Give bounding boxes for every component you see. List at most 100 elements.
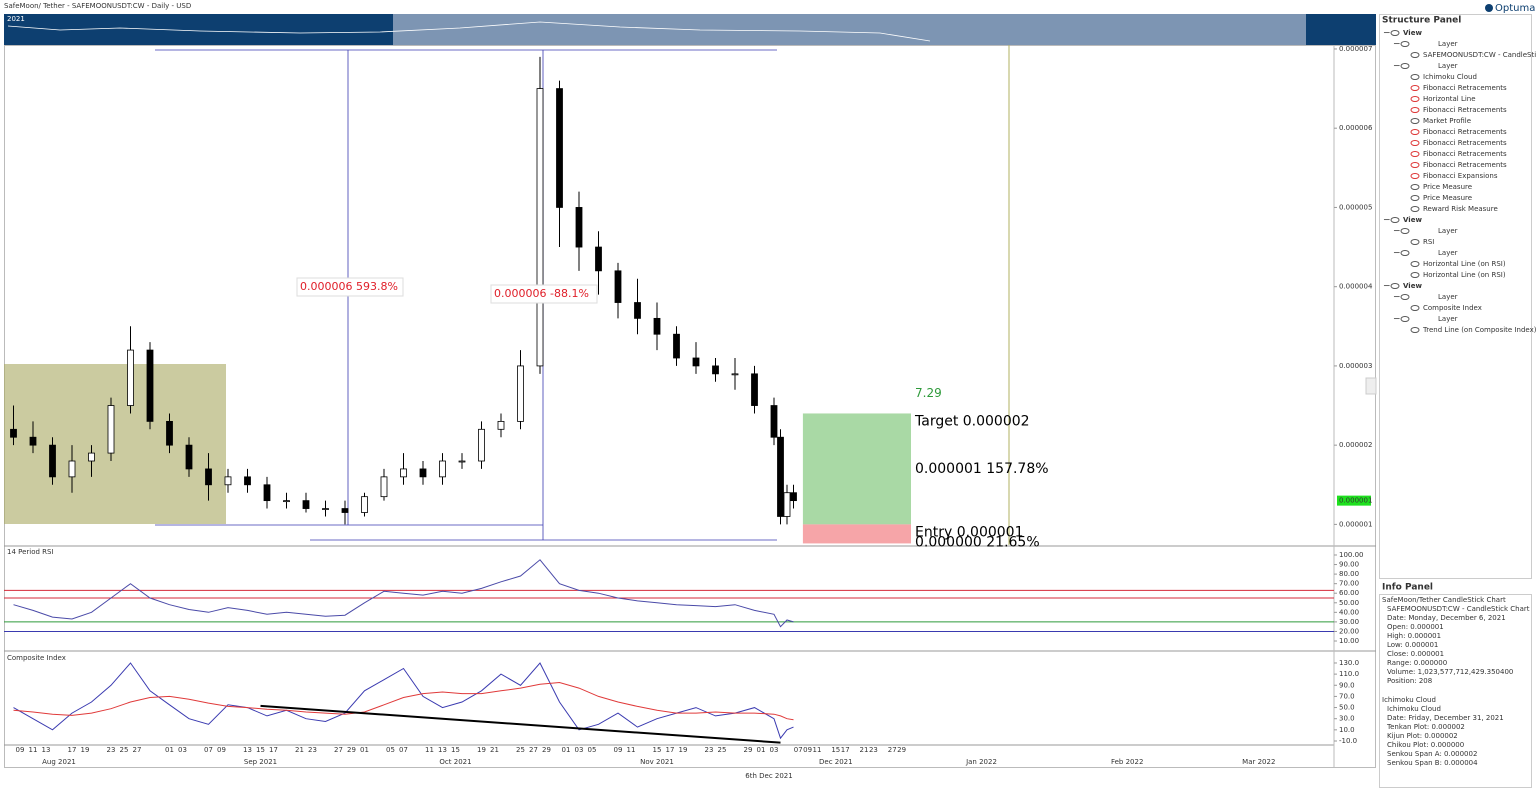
tree-toggle: −: [1393, 315, 1401, 325]
navigator-line: [7, 21, 931, 42]
x-tick-label: 19: [81, 746, 90, 754]
candle-body: [614, 270, 622, 303]
x-tick-label: 25: [120, 746, 129, 754]
y-tick-label: 70.0: [1339, 692, 1355, 700]
visibility-icon[interactable]: [1400, 228, 1410, 234]
visibility-icon[interactable]: [1390, 283, 1400, 289]
candle-body: [575, 207, 583, 248]
candle-body: [107, 405, 115, 454]
navigator-window[interactable]: [393, 14, 1306, 45]
x-tick-label: 25: [516, 746, 525, 754]
month-label: Feb 2022: [1111, 758, 1143, 766]
visibility-icon[interactable]: [1410, 272, 1420, 278]
x-tick-label: 21: [295, 746, 304, 754]
tree-item: Layer: [1438, 293, 1458, 301]
x-tick-label: 29: [897, 746, 906, 754]
visibility-icon[interactable]: [1400, 316, 1410, 322]
entry-label: Entry 0.000001: [915, 524, 1024, 540]
x-tick-label: 01: [562, 746, 571, 754]
visibility-icon[interactable]: [1400, 63, 1410, 69]
candle-body: [263, 484, 271, 502]
trend-line: [260, 704, 781, 744]
visibility-icon[interactable]: [1390, 217, 1400, 223]
visibility-icon[interactable]: [1410, 239, 1420, 245]
month-label: Oct 2021: [439, 758, 471, 766]
tree-item: Layer: [1438, 227, 1458, 235]
visibility-icon[interactable]: [1410, 327, 1420, 333]
candle-body: [653, 317, 661, 335]
y-tick-label: 130.0: [1339, 659, 1359, 667]
info-line: Close: 0.000001: [1387, 650, 1444, 658]
visibility-icon[interactable]: [1410, 140, 1420, 146]
visibility-icon[interactable]: [1410, 85, 1420, 91]
tree-item: Fibonacci Expansions: [1423, 172, 1498, 180]
x-tick-label: 15: [256, 746, 265, 754]
candle-body: [731, 373, 739, 376]
info-line: Ichimoku Cloud: [1387, 705, 1441, 713]
x-tick-label: 13: [42, 746, 51, 754]
y-tick-label: 110.0: [1339, 670, 1359, 678]
info-panel: [1379, 594, 1532, 788]
visibility-icon[interactable]: [1410, 96, 1420, 102]
tree-item: Fibonacci Retracements: [1423, 84, 1507, 92]
x-tick-label: 13: [243, 746, 252, 754]
info-line: Senkou Span A: 0.000002: [1387, 750, 1477, 758]
visibility-icon[interactable]: [1410, 74, 1420, 80]
visibility-icon[interactable]: [1410, 129, 1420, 135]
x-tick-label: 07: [794, 746, 803, 754]
last-price-box: [1337, 495, 1371, 506]
candle-body: [322, 508, 329, 510]
annotation: 0.000006 -88.1%: [494, 287, 589, 300]
tree-item: Trend Line (on Composite Index): [1422, 326, 1536, 334]
x-tick-label: 29: [347, 746, 356, 754]
tree-item: Horizontal Line: [1423, 95, 1476, 103]
visibility-icon[interactable]: [1400, 41, 1410, 47]
x-tick-label: 01: [360, 746, 369, 754]
x-tick-label: 27: [334, 746, 343, 754]
ratio-label: 7.29: [915, 386, 942, 400]
visibility-icon[interactable]: [1410, 261, 1420, 267]
x-tick-label: 23: [107, 746, 116, 754]
visibility-icon[interactable]: [1410, 162, 1420, 168]
reward-zone: [802, 413, 911, 525]
collapse-button[interactable]: [1365, 377, 1377, 395]
y-tick-label: 40.00: [1339, 608, 1359, 616]
y-tick-label: 60.00: [1339, 589, 1359, 597]
tree-item: Layer: [1438, 249, 1458, 257]
candle-body: [751, 373, 758, 406]
visibility-icon[interactable]: [1410, 173, 1420, 179]
last-price: 0.000001: [1339, 497, 1372, 505]
x-tick-label: 29: [744, 746, 753, 754]
y-tick-label: 0.000006: [1339, 124, 1373, 132]
tree-item: RSI: [1423, 238, 1434, 246]
tree-item: Fibonacci Retracements: [1423, 106, 1507, 114]
visibility-icon[interactable]: [1410, 206, 1420, 212]
annotation-box: [296, 277, 404, 297]
info-line: Kijun Plot: 0.000002: [1387, 732, 1458, 740]
price-measures: [155, 49, 777, 541]
visibility-icon[interactable]: [1410, 52, 1420, 58]
visibility-icon[interactable]: [1410, 305, 1420, 311]
visibility-icon[interactable]: [1410, 184, 1420, 190]
visibility-icon[interactable]: [1410, 195, 1420, 201]
visibility-icon[interactable]: [1410, 151, 1420, 157]
tree-item: Horizontal Line (on RSI): [1423, 271, 1506, 279]
visibility-icon[interactable]: [1390, 30, 1400, 36]
visibility-icon[interactable]: [1410, 107, 1420, 113]
visibility-icon[interactable]: [1410, 118, 1420, 124]
x-tick-label: 23: [308, 746, 317, 754]
candle-body: [88, 452, 95, 462]
visibility-icon[interactable]: [1400, 294, 1410, 300]
y-tick-label: 100.00: [1339, 551, 1364, 559]
x-tick-label: 05: [588, 746, 597, 754]
visibility-icon[interactable]: [1400, 250, 1410, 256]
tree-toggle: −: [1393, 40, 1401, 50]
y-tick-label: 0.000002: [1339, 441, 1372, 449]
info-line: Range: 0.000000: [1387, 659, 1447, 667]
candle-body: [361, 496, 368, 513]
tree-item: View: [1403, 282, 1422, 290]
candle-body: [302, 500, 310, 509]
candle-body: [790, 492, 797, 502]
candle-body: [777, 436, 784, 517]
